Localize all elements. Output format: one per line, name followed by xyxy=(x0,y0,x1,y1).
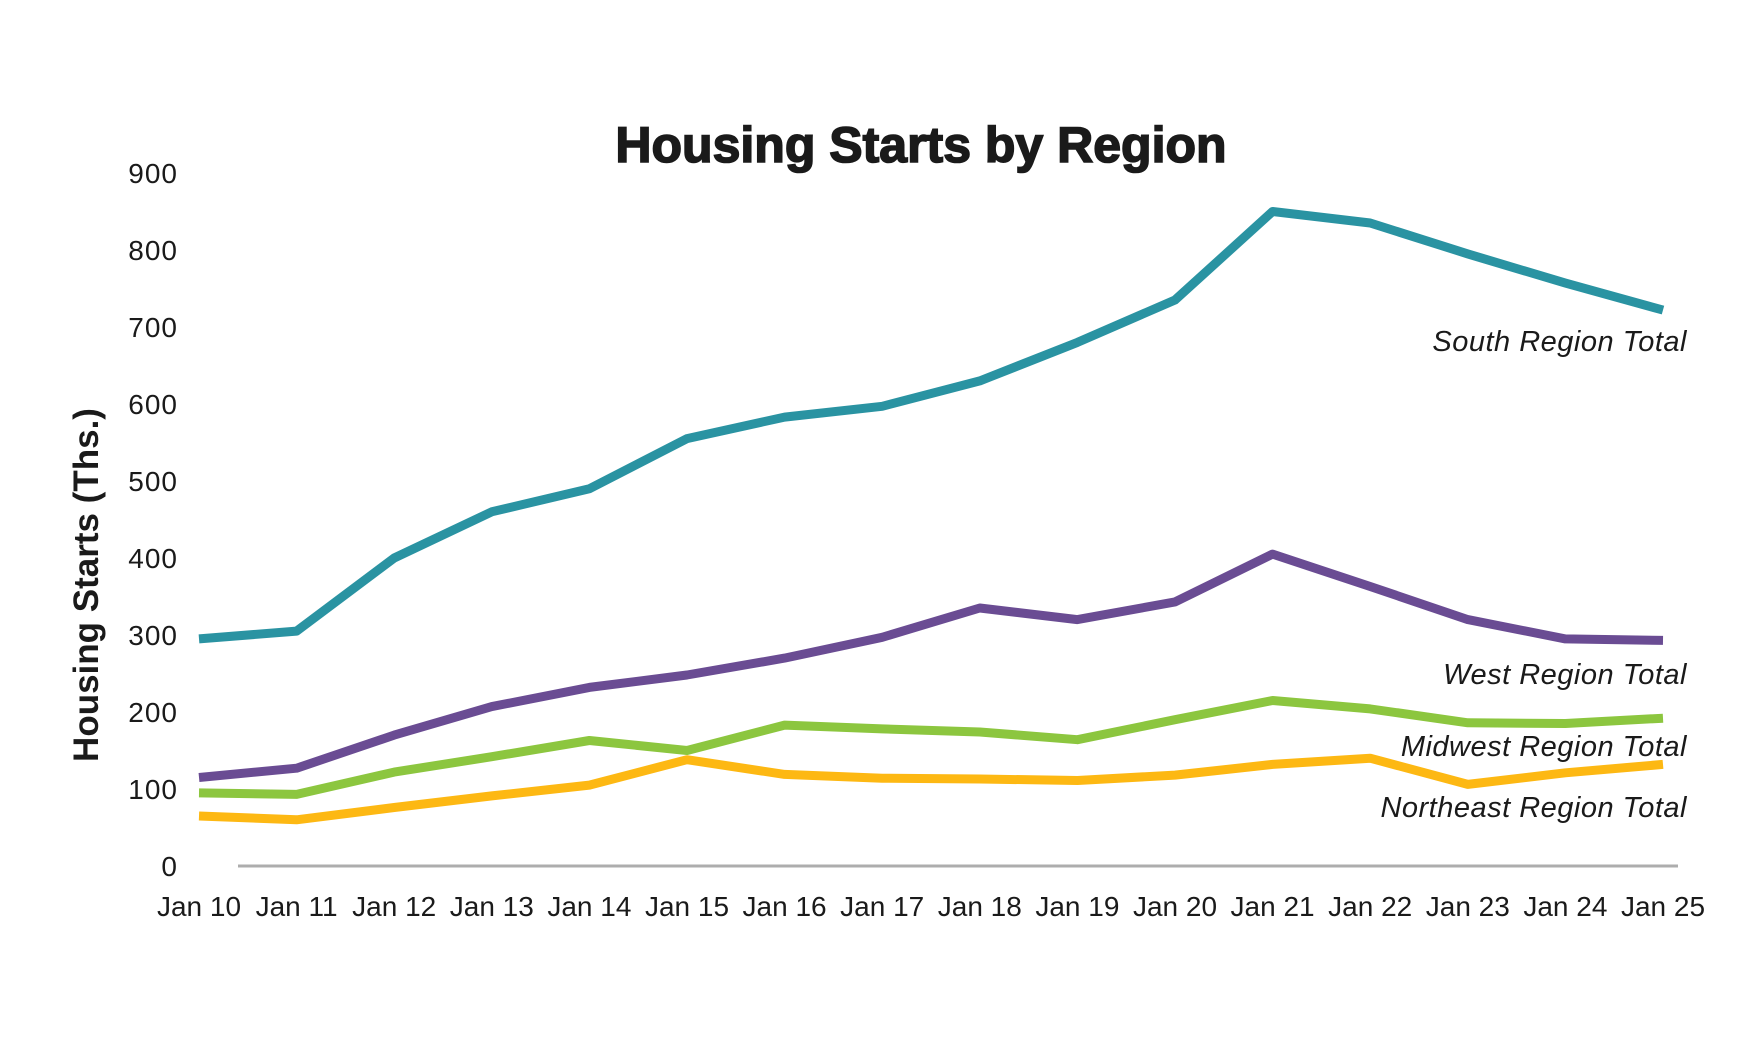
y-axis-title: Housing Starts (Ths.) xyxy=(67,408,106,762)
y-tick-label: 900 xyxy=(128,158,178,189)
series-label-northeast-region-total: Northeast Region Total xyxy=(1380,792,1688,824)
x-tick-label: Jan 12 xyxy=(352,891,436,922)
x-tick-label: Jan 11 xyxy=(256,891,338,922)
series-label-south-region-total: South Region Total xyxy=(1432,326,1688,358)
series-line-west-region-total xyxy=(198,549,1664,782)
y-axis-tick-labels: 0 100 200 300 400 500 600 700 800 900 xyxy=(128,158,178,882)
x-tick-label: Jan 23 xyxy=(1426,891,1510,922)
x-tick-label: Jan 19 xyxy=(1035,891,1119,922)
series-line-northeast-region-total xyxy=(198,753,1664,825)
y-tick-label: 600 xyxy=(128,389,178,420)
x-tick-label: Jan 16 xyxy=(743,891,827,922)
y-tick-label: 700 xyxy=(128,312,178,343)
x-tick-label: Jan 17 xyxy=(840,891,924,922)
x-tick-label: Jan 25 xyxy=(1621,891,1705,922)
x-tick-label: Jan 22 xyxy=(1328,891,1412,922)
x-tick-label: Jan 10 xyxy=(157,891,241,922)
y-tick-label: 500 xyxy=(128,466,178,497)
x-axis-tick-labels: Jan 10 Jan 11 Jan 12 Jan 13 Jan 14 Jan 15 Jan … xyxy=(157,891,1705,922)
series-line-south-region-total xyxy=(198,207,1665,644)
y-tick-label: 800 xyxy=(128,235,178,266)
y-tick-label: 200 xyxy=(128,697,178,728)
x-tick-label: Jan 20 xyxy=(1133,891,1217,922)
y-tick-label: 0 xyxy=(161,851,178,882)
x-tick-label: Jan 13 xyxy=(450,891,534,922)
y-tick-label: 300 xyxy=(128,620,178,651)
x-tick-label: Jan 21 xyxy=(1231,891,1315,922)
y-tick-label: 100 xyxy=(128,774,178,805)
x-tick-label: Jan 24 xyxy=(1523,891,1607,922)
y-tick-label: 400 xyxy=(128,543,178,574)
x-tick-label: Jan 14 xyxy=(547,891,631,922)
chart-title: Housing Starts by Region xyxy=(615,117,1226,173)
series-lines xyxy=(198,207,1665,825)
series-label-west-region-total: West Region Total xyxy=(1443,659,1688,691)
series-labels: South Region Total West Region Total Midwe… xyxy=(1380,326,1688,824)
x-tick-label: Jan 18 xyxy=(938,891,1022,922)
x-tick-label: Jan 15 xyxy=(645,891,729,922)
series-line-midwest-region-total xyxy=(198,696,1664,799)
series-label-midwest-region-total: Midwest Region Total xyxy=(1401,731,1688,763)
